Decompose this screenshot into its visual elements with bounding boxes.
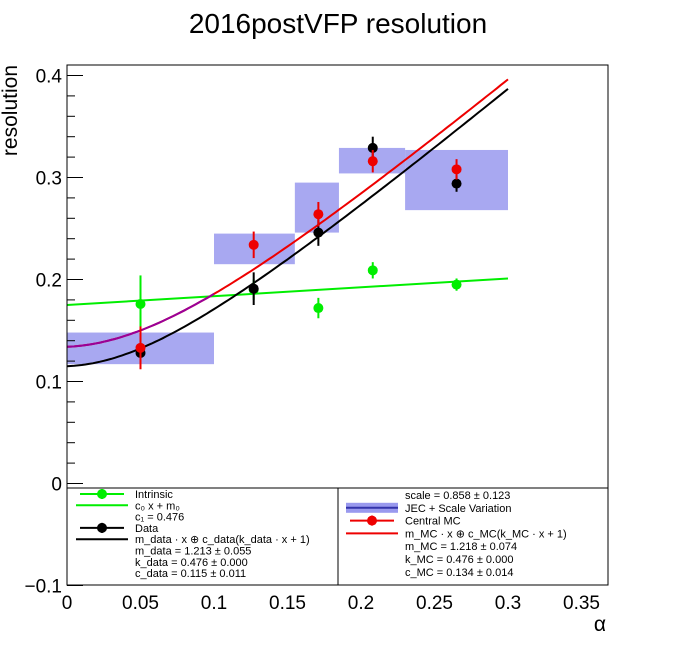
jec-scale-variation-bands [67, 147, 508, 365]
x-axis-label: α [594, 613, 606, 636]
x-tick-label-7: 0.35 [563, 593, 600, 614]
band-box-2 [294, 182, 339, 233]
x-tick-label-0: 0 [62, 593, 73, 614]
legend-left-5-label: m_data = 1.213 ± 0.055 [135, 546, 251, 558]
data-point-3 [367, 142, 378, 153]
intrinsic-point-3 [367, 265, 378, 276]
data-point-2 [313, 227, 324, 238]
mc-fit-line [66, 78, 509, 348]
central-mc-point-0 [135, 342, 146, 353]
y-axis-label: resolution [0, 65, 22, 156]
legend-left-2-label: c₁ = 0.476 [135, 512, 184, 524]
central-mc-point-4 [451, 164, 462, 175]
legend-right-4-label: m_MC = 1.218 ± 0.074 [405, 541, 517, 553]
central-mc-point-1 [248, 239, 259, 250]
legend-right-1-label: JEC + Scale Variation [405, 503, 512, 515]
data-points [135, 136, 462, 370]
intrinsic-fit-line [66, 277, 509, 306]
x-tick-label-2: 0.1 [201, 593, 227, 614]
legend-right-2-marker-dot [367, 515, 377, 526]
intrinsic-point-0 [135, 298, 146, 309]
legend-left-7-label: c_data = 0.115 ± 0.011 [135, 568, 246, 580]
y-tick-label-3: 0.2 [36, 271, 62, 292]
chart-title: 2016postVFP resolution [189, 8, 487, 39]
y-tick-label-0: −0.1 [24, 577, 62, 598]
legend-right-2-label: Central MC [405, 516, 461, 528]
fit-curves [66, 78, 509, 368]
data-point-4 [451, 178, 462, 189]
legend-right-3-label: m_MC · x ⊕ c_MC(k_MC · x + 1) [405, 528, 567, 540]
data-point-1 [248, 283, 259, 294]
legend-left-3-label: Data [135, 523, 159, 535]
central-mc-point-3 [367, 156, 378, 167]
intrinsic-point-4 [451, 279, 462, 290]
intrinsic-point-2 [313, 303, 324, 314]
x-tick-label-6: 0.3 [495, 593, 521, 614]
x-tick-label-4: 0.2 [348, 593, 374, 614]
legend-left-6-label: k_data = 0.476 ± 0.000 [135, 557, 248, 569]
legend-right-5-label: k_MC = 0.476 ± 0.000 [405, 554, 513, 566]
y-tick-label-2: 0.1 [36, 373, 62, 394]
legend-left-0-marker-dot [97, 489, 107, 499]
legend-left-0-label: Intrinsic [135, 489, 173, 501]
y-tick-label-4: 0.3 [36, 169, 62, 190]
y-tick-label-5: 0.4 [36, 67, 63, 88]
legend-right-0-label: scale = 0.858 ± 0.123 [405, 490, 510, 502]
legend-left-3-marker-dot [97, 522, 107, 533]
legend-left-4-label: m_data · x ⊕ c_data(k_data · x + 1) [135, 534, 310, 546]
x-tick-label-3: 0.15 [269, 593, 306, 614]
x-tick-label-5: 0.25 [416, 593, 453, 614]
legend-right-6-label: c_MC = 0.134 ± 0.014 [405, 567, 513, 579]
legend-left-1-label: c₀ x + m₀ [135, 500, 180, 512]
x-tick-label-1: 0.05 [122, 593, 159, 614]
y-tick-label-1: 0 [51, 475, 62, 496]
central-mc-point-2 [313, 209, 324, 220]
